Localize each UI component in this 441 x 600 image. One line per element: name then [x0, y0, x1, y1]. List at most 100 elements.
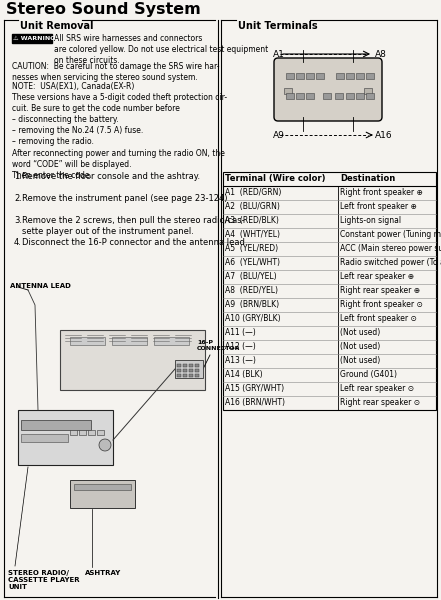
Text: Right front speaker ⊕: Right front speaker ⊕	[340, 188, 423, 197]
Text: ⚠ WARNING: ⚠ WARNING	[13, 35, 56, 40]
Text: Terminal (Wire color): Terminal (Wire color)	[225, 174, 325, 183]
Bar	[8, 265, 215, 570]
Text: Left front speaker ⊙: Left front speaker ⊙	[340, 314, 417, 323]
Bar	[189, 369, 193, 372]
Text: A10 (GRY/BLK): A10 (GRY/BLK)	[225, 314, 280, 323]
FancyBboxPatch shape	[274, 58, 382, 121]
Bar	[296, 73, 304, 79]
Text: Stereo Sound System: Stereo Sound System	[6, 2, 201, 17]
Text: Destination: Destination	[340, 174, 395, 183]
Text: A9  (BRN/BLK): A9 (BRN/BLK)	[225, 300, 279, 309]
Bar	[296, 93, 304, 99]
Text: 2.: 2.	[14, 194, 22, 203]
Bar	[175, 360, 203, 378]
Text: Left rear speaker ⊙: Left rear speaker ⊙	[340, 384, 414, 393]
Text: A2  (BLU/GRN): A2 (BLU/GRN)	[225, 202, 280, 211]
Text: 16-P
CONNECTOR: 16-P CONNECTOR	[197, 340, 240, 351]
Bar	[18, 410, 113, 465]
Text: A1: A1	[273, 50, 285, 59]
Text: Lights-on signal: Lights-on signal	[340, 216, 401, 225]
Bar	[112, 337, 147, 345]
Text: Left front speaker ⊕: Left front speaker ⊕	[340, 202, 417, 211]
Text: A9: A9	[273, 131, 285, 140]
Text: Unit Terminals: Unit Terminals	[238, 21, 318, 31]
Text: A6  (YEL/WHT): A6 (YEL/WHT)	[225, 258, 280, 267]
Bar	[356, 73, 364, 79]
Bar	[336, 73, 344, 79]
Text: CAUTION:  Be careful not to damage the SRS wire har-
nesses when servicing the s: CAUTION: Be careful not to damage the SR…	[12, 62, 220, 82]
Text: A11 (—): A11 (—)	[225, 328, 256, 337]
Text: A13 (—): A13 (—)	[225, 356, 256, 365]
Text: Ground (G401): Ground (G401)	[340, 370, 397, 379]
Bar	[346, 73, 354, 79]
Text: All SRS wire harnesses and connectors
are colored yellow. Do not use electrical : All SRS wire harnesses and connectors ar…	[54, 34, 268, 65]
Text: Remove the floor console and the ashtray.: Remove the floor console and the ashtray…	[22, 172, 200, 181]
Bar	[366, 73, 374, 79]
Text: Left rear speaker ⊕: Left rear speaker ⊕	[340, 272, 414, 281]
Bar	[177, 374, 181, 377]
Bar	[97, 430, 104, 435]
Bar	[12, 34, 52, 43]
Text: (Not used): (Not used)	[340, 342, 380, 351]
Bar	[286, 93, 294, 99]
Bar	[316, 73, 324, 79]
Text: A16: A16	[375, 131, 392, 140]
Bar	[79, 430, 86, 435]
Bar	[21, 420, 91, 430]
Text: A8: A8	[375, 50, 387, 59]
Text: A5  (YEL/RED): A5 (YEL/RED)	[225, 244, 278, 253]
Bar	[195, 369, 199, 372]
Circle shape	[99, 439, 111, 451]
Text: ASHTRAY: ASHTRAY	[85, 570, 121, 576]
Bar	[323, 93, 331, 99]
Bar	[189, 364, 193, 367]
Text: (Not used): (Not used)	[340, 328, 380, 337]
Text: Right rear speaker ⊙: Right rear speaker ⊙	[340, 398, 420, 407]
Bar	[60, 330, 205, 390]
Bar	[286, 73, 294, 79]
Text: (Not used): (Not used)	[340, 356, 380, 365]
Bar	[177, 369, 181, 372]
Text: Radio switched power (To antenna): Radio switched power (To antenna)	[340, 258, 441, 267]
Text: A7  (BLU/YEL): A7 (BLU/YEL)	[225, 272, 277, 281]
Bar	[284, 88, 292, 94]
Bar	[70, 337, 105, 345]
Text: Constant power (Tuning memory): Constant power (Tuning memory)	[340, 230, 441, 239]
Text: ACC (Main stereo power supply): ACC (Main stereo power supply)	[340, 244, 441, 253]
Bar	[154, 337, 189, 345]
Bar	[183, 374, 187, 377]
Text: A4  (WHT/YEL): A4 (WHT/YEL)	[225, 230, 280, 239]
Bar	[195, 374, 199, 377]
Text: A16 (BRN/WHT): A16 (BRN/WHT)	[225, 398, 285, 407]
Text: 4.: 4.	[14, 238, 22, 247]
Text: A15 (GRY/WHT): A15 (GRY/WHT)	[225, 384, 284, 393]
Bar	[183, 364, 187, 367]
Bar	[74, 484, 131, 490]
Bar	[356, 93, 364, 99]
Text: A12 (—): A12 (—)	[225, 342, 256, 351]
Text: A1  (RED/GRN): A1 (RED/GRN)	[225, 188, 281, 197]
Text: A14 (BLK): A14 (BLK)	[225, 370, 263, 379]
Text: Right rear speaker ⊕: Right rear speaker ⊕	[340, 286, 420, 295]
Bar	[346, 93, 354, 99]
Text: Unit Removal: Unit Removal	[20, 21, 93, 31]
Text: Disconnect the 16-P connector and the antenna lead.: Disconnect the 16-P connector and the an…	[22, 238, 247, 247]
Bar	[366, 93, 374, 99]
Bar	[189, 374, 193, 377]
Bar	[70, 480, 135, 508]
Text: Right front speaker ⊙: Right front speaker ⊙	[340, 300, 423, 309]
Bar	[21, 434, 68, 442]
Bar	[306, 93, 314, 99]
Text: 3.: 3.	[14, 216, 22, 225]
Bar	[223, 172, 436, 410]
Bar	[183, 369, 187, 372]
Text: Remove the instrument panel (see page 23-124): Remove the instrument panel (see page 23…	[22, 194, 228, 203]
Bar	[306, 73, 314, 79]
Text: 1.: 1.	[14, 172, 22, 181]
Bar	[70, 430, 77, 435]
Text: STEREO RADIO/
CASSETTE PLAYER
UNIT: STEREO RADIO/ CASSETTE PLAYER UNIT	[8, 570, 80, 590]
Bar	[335, 93, 343, 99]
Bar	[195, 364, 199, 367]
Bar	[88, 430, 95, 435]
Text: A8  (RED/YEL): A8 (RED/YEL)	[225, 286, 278, 295]
